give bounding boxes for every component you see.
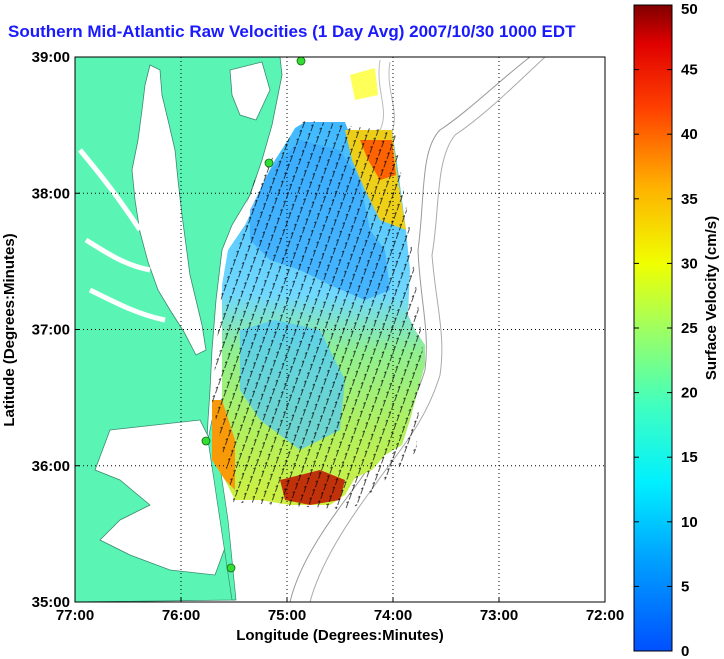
radar-station <box>264 158 274 168</box>
colorbar-tick-label: 35 <box>681 191 698 208</box>
x-tick-label: 74:00 <box>374 607 412 624</box>
radar-station <box>201 436 211 446</box>
x-tick-label: 73:00 <box>480 607 518 624</box>
colorbar <box>633 4 673 652</box>
colorbar-tick-label: 30 <box>681 255 698 272</box>
colorbar-tick-label: 25 <box>681 320 698 337</box>
colorbar-tick-label: 0 <box>681 643 689 659</box>
latitude-ticks: 35:00 36:00 37:00 38:00 39:00 <box>32 49 80 611</box>
y-tick-label: 38:00 <box>32 185 70 202</box>
map-grid <box>75 57 605 602</box>
velocity-field <box>212 68 427 510</box>
colorbar-tick-label: 5 <box>681 578 689 595</box>
x-tick-label: 75:00 <box>268 607 306 624</box>
colorbar-tick-label: 40 <box>681 126 698 143</box>
map-title: Southern Mid-Atlantic Raw Velocities (1 … <box>8 22 576 41</box>
colorbar-tick-label: 15 <box>681 449 698 466</box>
bathymetry-contour <box>309 57 546 602</box>
y-tick-label: 39:00 <box>32 49 70 66</box>
y-tick-label: 36:00 <box>32 458 70 475</box>
colorbar-label: Surface Velocity (cm/s) <box>703 216 720 380</box>
longitude-ticks: 77:00 76:00 75:00 74:00 73:00 72:00 <box>56 597 624 624</box>
y-axis-label: Latitude (Degrees:Minutes) <box>1 233 18 426</box>
radar-station <box>296 57 306 66</box>
x-tick-label: 76:00 <box>162 607 200 624</box>
chesapeake-bay <box>131 64 207 356</box>
colorbar-tick-label: 45 <box>681 62 698 79</box>
x-tick-label: 72:00 <box>586 607 624 624</box>
map-content <box>75 57 546 602</box>
delaware-bay <box>229 61 271 121</box>
colorbar-tick-label: 50 <box>681 1 698 18</box>
radar-station <box>226 563 236 573</box>
potomac-river <box>78 148 166 323</box>
high-velocity-zone <box>350 68 378 100</box>
x-tick-label: 77:00 <box>56 607 94 624</box>
colorbar-ticks: 0 5 10 15 20 25 30 35 40 45 50 <box>634 1 698 659</box>
colorbar-tick-label: 10 <box>681 514 698 531</box>
bathymetry-contour <box>378 59 395 133</box>
x-axis-label: Longitude (Degrees:Minutes) <box>236 627 444 644</box>
colorbar-tick-label: 20 <box>681 385 698 402</box>
y-tick-label: 37:00 <box>32 322 70 339</box>
y-tick-label: 35:00 <box>32 594 70 611</box>
